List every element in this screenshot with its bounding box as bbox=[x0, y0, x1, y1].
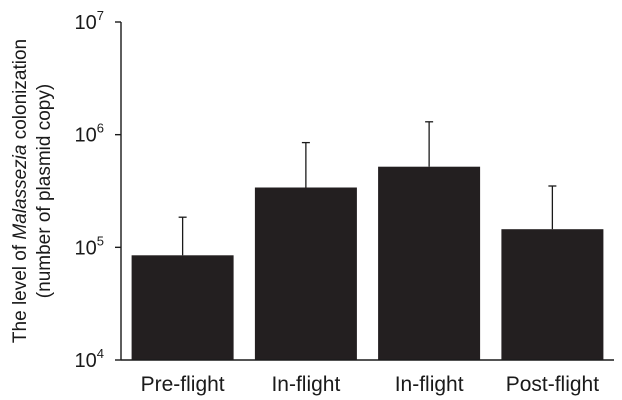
y-axis-title-italic: Malassezia bbox=[10, 145, 31, 240]
x-tick-label: Pre-flight bbox=[141, 373, 225, 396]
y-axis-title-prefix: The level of bbox=[10, 240, 31, 344]
x-tick-label: In-flight bbox=[271, 373, 340, 396]
y-tick-label: 106 bbox=[75, 121, 104, 147]
bar bbox=[501, 229, 604, 360]
error-bars bbox=[178, 121, 557, 256]
axes bbox=[120, 22, 614, 361]
y-ticks: 104 105 106 107 bbox=[75, 8, 121, 372]
y-axis-title-line2: (number of plasmid copy) bbox=[34, 84, 55, 298]
y-axis-title-suffix: colonization bbox=[10, 39, 31, 145]
y-tick-label: 107 bbox=[75, 8, 104, 34]
y-tick-label: 105 bbox=[75, 233, 104, 259]
bar bbox=[131, 255, 234, 360]
x-tick-label: In-flight bbox=[395, 373, 464, 396]
bars bbox=[131, 166, 604, 360]
bar bbox=[254, 187, 357, 360]
x-tick-label: Post-flight bbox=[506, 373, 600, 396]
svg-text:The level of Malassezia coloni: The level of Malassezia colonization bbox=[10, 39, 31, 343]
y-tick-label: 104 bbox=[75, 346, 104, 372]
x-tick-labels: Pre-flight In-flight In-flight Post-flight bbox=[141, 373, 600, 396]
bar bbox=[378, 166, 481, 360]
y-axis-title: The level of Malassezia colonization (nu… bbox=[10, 39, 55, 343]
